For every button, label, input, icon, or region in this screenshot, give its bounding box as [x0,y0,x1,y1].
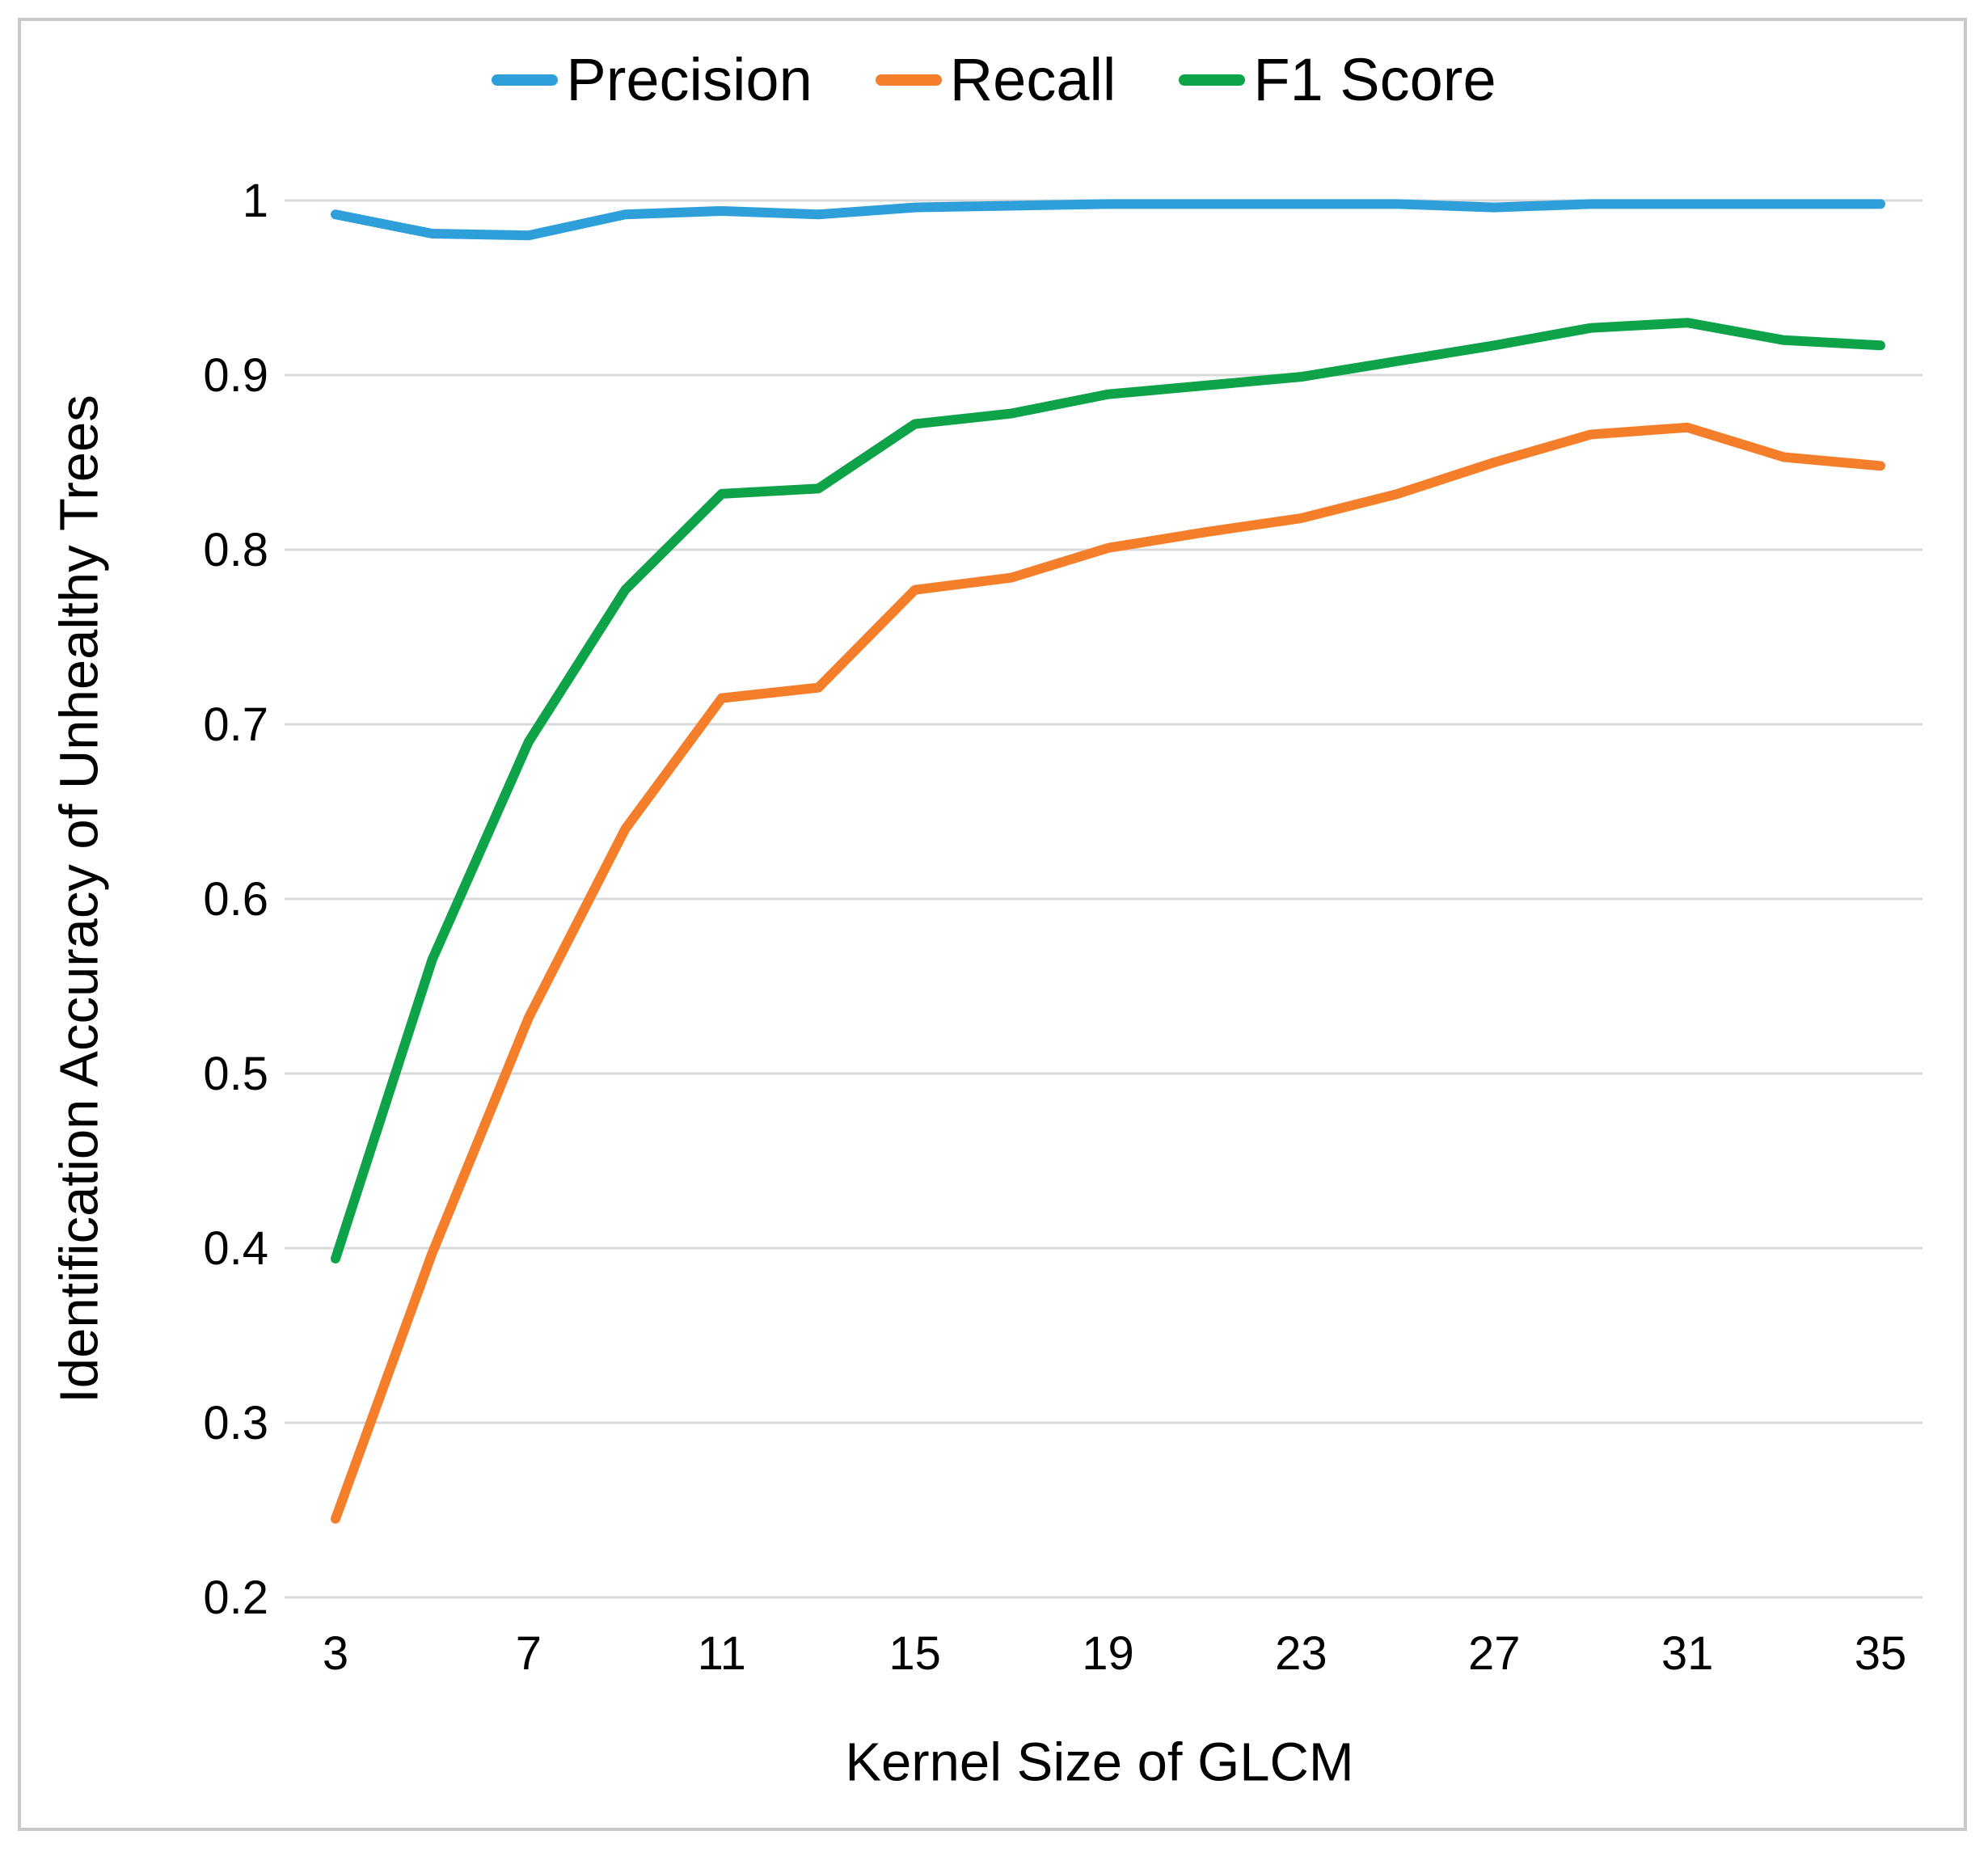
x-axis-tick-labels: 3 7 11 15 19 23 27 31 35 [323,1627,1906,1680]
figure-border [18,18,1967,1831]
legend-swatch-f1-score [1179,74,1246,86]
y-tick-label: 0.6 [203,873,268,926]
legend-label: Recall [949,46,1116,113]
x-tick-label: 27 [1468,1627,1521,1680]
legend-item-recall: Recall [875,46,1116,113]
y-tick-label: 0.2 [203,1571,268,1624]
y-tick-label: 0.7 [203,698,268,751]
y-axis-tick-labels: 0.2 0.3 0.4 0.5 0.6 0.7 0.8 0.9 1 [203,175,268,1624]
x-axis-title: Kernel Size of GLCM [845,1732,1354,1793]
y-tick-label: 0.5 [203,1048,268,1100]
legend-swatch-recall [875,74,942,86]
series-layer [331,199,1885,1524]
y-tick-label: 1 [243,175,268,227]
x-tick-label: 19 [1082,1627,1134,1680]
gridlines-layer [285,199,1923,1599]
precision-line [331,199,1885,241]
y-tick-label: 0.4 [203,1222,268,1275]
x-tick-label: 15 [888,1627,941,1680]
f1-score-line [331,318,1885,1263]
y-tick-label: 0.3 [203,1397,268,1449]
legend-swatch-precision [492,74,559,86]
y-tick-label: 0.9 [203,349,268,402]
legend-label: F1 Score [1253,46,1496,113]
x-tick-label: 31 [1661,1627,1714,1680]
x-tick-label: 23 [1275,1627,1327,1680]
legend-item-f1-score: F1 Score [1179,50,1496,110]
x-tick-label: 11 [698,1627,746,1680]
legend: Precision Recall F1 Score [0,36,1988,124]
legend-label: Precision [566,46,813,113]
legend-item-precision: Precision [492,46,813,113]
x-tick-label: 7 [516,1627,542,1680]
x-tick-label: 35 [1855,1627,1907,1680]
y-tick-label: 0.8 [203,524,268,576]
x-tick-label: 3 [323,1627,348,1680]
y-axis-title: Identification Accuracy of Unhealthy Tre… [49,394,110,1403]
recall-line [331,422,1885,1524]
